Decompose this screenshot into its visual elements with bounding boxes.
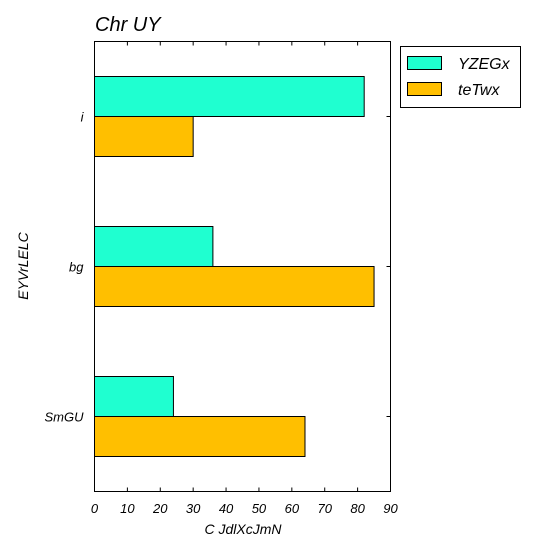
x-tick-label: 80 [350,501,365,516]
bar-YZEGx-i [94,76,365,117]
x-tick-label: 40 [219,501,234,516]
x-tick-label: 10 [120,501,135,516]
legend-swatch [407,56,442,70]
x-tick-label: 50 [252,501,267,516]
x-axis-label: C JdlXcJmN [204,521,282,537]
x-tick-label: 90 [383,501,398,516]
legend-swatch [407,82,442,96]
bar-teTwx-bg [94,266,375,307]
bar-YZEGx-SmGU [94,376,174,417]
y-axis-ticks: i bg SmGU [45,110,391,425]
legend-label: YZEGx [458,56,511,73]
y-tick-label: bg [69,260,84,275]
bar-teTwx-i [94,116,194,157]
x-tick-label: 20 [152,501,168,516]
chart-title: Chr UY [95,14,162,36]
y-axis-label: EYVrLELC [15,231,31,299]
x-axis-ticks: 0 10 20 30 40 50 60 70 80 90 [91,41,398,516]
legend-items: YZEGx teTwx [407,56,511,99]
y-tick-label: i [81,110,85,125]
bars-layer [94,76,375,457]
x-tick-label: 0 [91,501,99,516]
x-tick-label: 70 [317,501,332,516]
legend: YZEGx teTwx [400,46,521,108]
bar-YZEGx-bg [94,226,214,267]
x-tick-label: 60 [285,501,300,516]
legend-label: teTwx [458,82,500,99]
y-tick-label: SmGU [45,410,85,425]
x-tick-label: 30 [186,501,201,516]
bar-teTwx-SmGU [94,416,306,457]
